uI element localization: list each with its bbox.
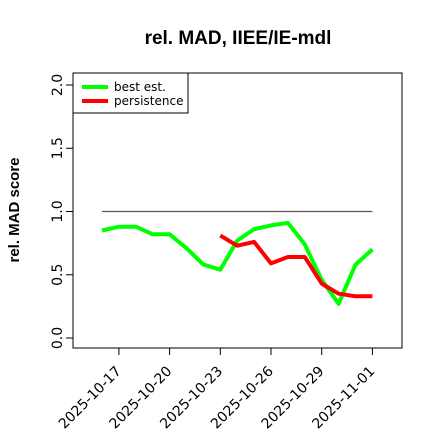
series-line-persistence [219, 233, 373, 299]
y-axis: 0.0 0.5 1.0 1.5 2.0 [50, 74, 74, 349]
y-tick-label: 1.5 [50, 137, 66, 159]
legend-label-best-est: best est. [114, 80, 166, 94]
plot-lines [101, 210, 374, 306]
y-axis-label: rel. MAD score [6, 157, 23, 262]
y-tick-label: 0.0 [50, 327, 66, 349]
legend-box [72, 72, 189, 114]
y-tick-label: 0.5 [50, 264, 66, 286]
y-tick-label: 2.0 [50, 74, 66, 96]
legend-label-persistence: persistence [114, 94, 183, 108]
chart-title: rel. MAD, IIEE/IE-mdl [145, 28, 332, 49]
y-tick-label: 1.0 [50, 200, 66, 222]
plot-area [72, 72, 403, 349]
x-axis: 2025-10-172025-10-202025-10-232025-10-26… [56, 347, 378, 432]
legend: best est. persistence [72, 72, 189, 114]
